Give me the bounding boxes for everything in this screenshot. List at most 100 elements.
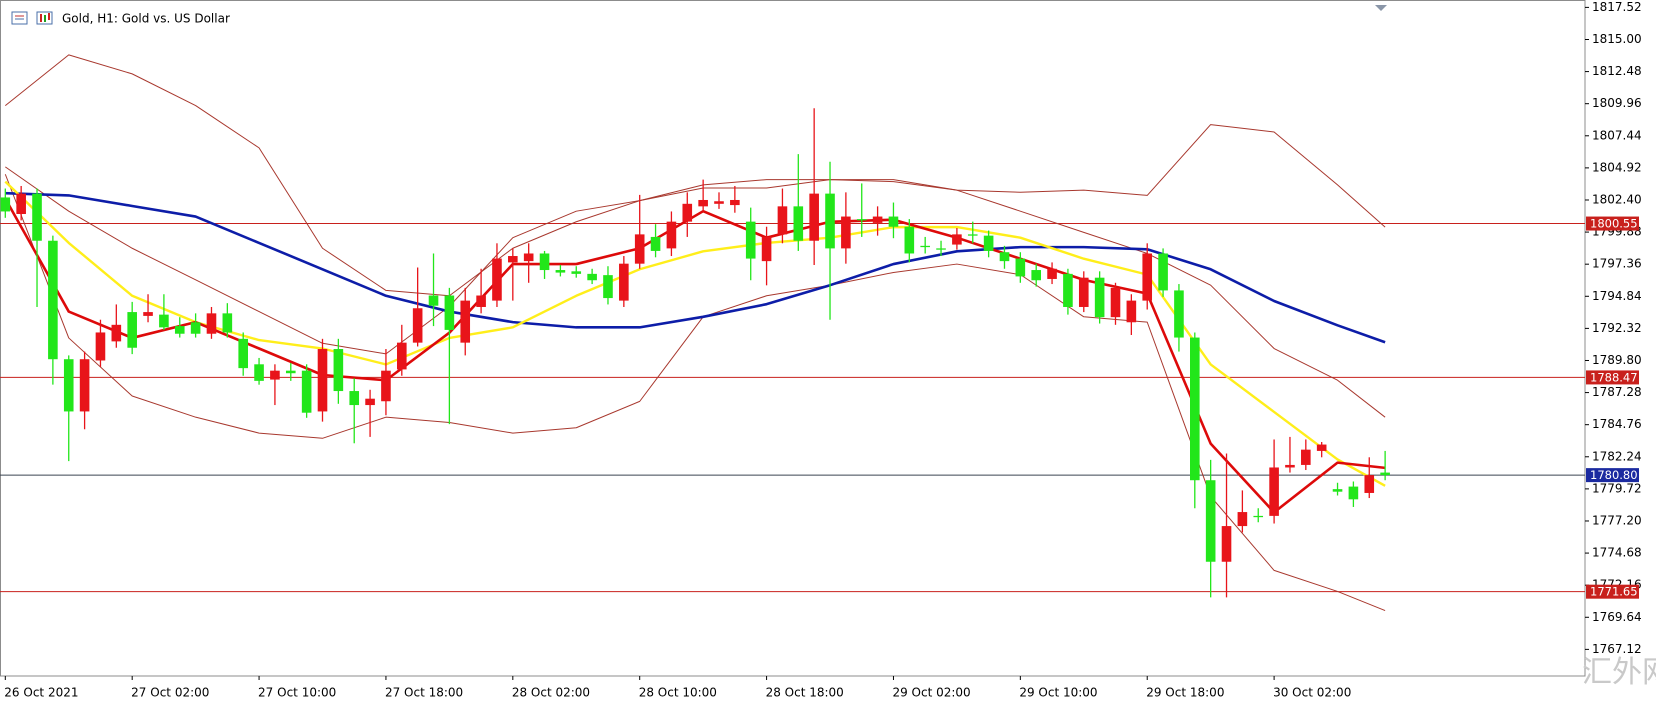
candle-body	[603, 275, 613, 299]
y-tick-label: 1779.72	[1592, 481, 1642, 495]
candle-body	[492, 258, 502, 301]
y-tick-label: 1767.12	[1592, 642, 1642, 656]
indicator-line	[4, 180, 1386, 487]
candle-body	[508, 256, 518, 263]
x-tick-label: 28 Oct 02:00	[512, 686, 590, 700]
candle-body	[936, 248, 946, 250]
candle-body	[587, 273, 597, 281]
candle-body	[460, 300, 471, 343]
y-tick-label: 1784.76	[1592, 417, 1642, 431]
candle-body	[111, 324, 122, 342]
candle-body	[967, 234, 978, 236]
candle-body	[1190, 337, 1200, 481]
price-level-tag	[1586, 216, 1639, 231]
indicator-line	[5, 191, 1386, 344]
x-tick-label: 28 Oct 10:00	[639, 686, 717, 700]
candle-body	[1301, 449, 1311, 465]
candle-body	[825, 193, 835, 249]
price-level-label: 1771.65	[1590, 585, 1638, 599]
candle-body	[666, 221, 677, 249]
y-tick-label: 1774.68	[1592, 546, 1642, 560]
candle-body	[1221, 526, 1232, 562]
candle-body	[365, 398, 375, 406]
candle-body	[333, 349, 344, 392]
candle-body	[1316, 444, 1327, 451]
candle-body	[1205, 480, 1216, 562]
candle-body	[222, 313, 233, 333]
candle-body	[143, 312, 153, 316]
candle-body	[952, 234, 962, 245]
candle-layer	[0, 108, 1390, 598]
y-tick-label: 1769.64	[1592, 610, 1642, 624]
watermark: 汇外网	[1582, 655, 1656, 690]
candle-body	[1269, 467, 1279, 516]
candle-body	[428, 295, 439, 306]
candle-body	[1158, 253, 1168, 291]
candle-body	[270, 370, 280, 380]
candle-body	[920, 245, 930, 248]
candle-body	[539, 253, 550, 271]
candle-body	[1015, 258, 1026, 277]
candle-body	[1063, 273, 1073, 307]
candle-body	[1047, 268, 1057, 279]
candle-body	[777, 206, 788, 235]
candle-body	[1364, 475, 1375, 493]
candle-body	[730, 199, 740, 206]
candle-body	[714, 201, 724, 204]
y-tick-label: 1809.96	[1592, 96, 1642, 110]
candle-body	[127, 312, 137, 348]
price-level-tag	[1586, 584, 1639, 599]
candle-body	[1332, 489, 1343, 492]
x-tick-label: 27 Oct 18:00	[385, 686, 463, 700]
price-level-tag	[1586, 370, 1639, 385]
candle-body	[1078, 277, 1089, 307]
candle-body	[904, 226, 915, 254]
y-tick-label: 1802.40	[1592, 192, 1642, 206]
candle-body	[444, 295, 455, 330]
candle-body	[1174, 290, 1184, 338]
candle-body	[412, 308, 423, 343]
chart-title: Gold, H1: Gold vs. US Dollar	[62, 12, 230, 26]
candle-body	[1126, 300, 1137, 323]
candle-body	[0, 197, 11, 212]
y-tick-label: 1815.00	[1592, 32, 1642, 46]
y-tick-label: 1812.48	[1592, 64, 1642, 78]
candle-body	[809, 193, 819, 241]
candle-body	[190, 322, 201, 334]
candle-body	[476, 295, 486, 307]
candle-body	[159, 314, 169, 328]
candle-body	[1380, 472, 1390, 476]
candle-body	[174, 326, 185, 334]
candle-body	[48, 240, 58, 360]
x-tick-label: 29 Oct 10:00	[1019, 686, 1097, 700]
shift-marker	[1375, 5, 1387, 11]
candle-body	[761, 236, 772, 262]
candle-body	[571, 271, 582, 274]
x-tick-label: 29 Oct 18:00	[1146, 686, 1224, 700]
candle-body	[650, 236, 661, 251]
candle-body	[349, 391, 360, 406]
candle-body	[381, 370, 391, 402]
price-level-label: 1788.47	[1590, 370, 1638, 384]
candle-body	[397, 342, 407, 370]
candle-body	[1031, 270, 1041, 281]
candle-body	[1110, 287, 1121, 318]
candle-body	[1237, 512, 1248, 527]
x-tick-label: 27 Oct 10:00	[258, 686, 336, 700]
candle-body	[79, 359, 90, 412]
price-level-label: 1800.55	[1590, 217, 1638, 231]
candle-body	[238, 338, 248, 369]
candle-body	[95, 332, 106, 361]
candle-body	[254, 364, 264, 381]
candle-body	[841, 216, 851, 249]
candle-body	[983, 235, 994, 251]
x-tick-label: 30 Oct 02:00	[1273, 686, 1351, 700]
candle-body	[745, 221, 756, 259]
title-icons	[11, 11, 53, 25]
candle-body	[698, 199, 708, 207]
y-tick-label: 1782.24	[1592, 449, 1642, 463]
candle-body	[619, 263, 629, 301]
candle-body	[16, 193, 26, 214]
